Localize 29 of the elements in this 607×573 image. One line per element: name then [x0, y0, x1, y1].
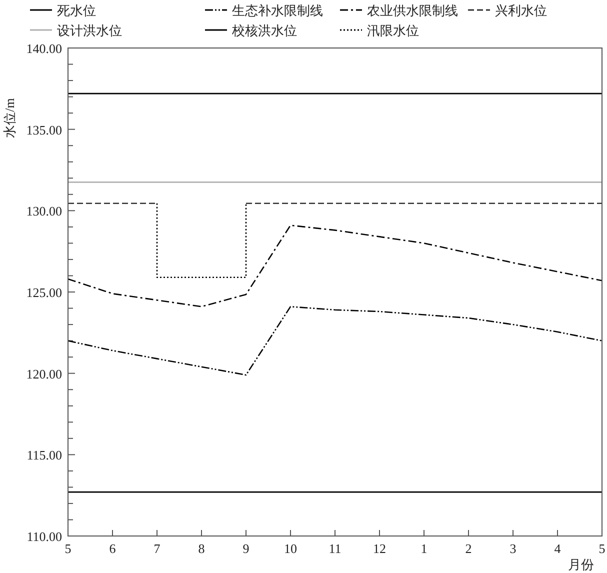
- y-tick-label: 135.00: [26, 122, 62, 138]
- legend-label: 校核洪水位: [231, 23, 297, 38]
- legend-label: 兴利水位: [495, 3, 547, 18]
- legend-label: 死水位: [57, 3, 96, 18]
- x-tick-label: 5: [64, 541, 72, 556]
- legend-label: 设计洪水位: [57, 23, 122, 38]
- y-tick-label: 120.00: [26, 366, 62, 382]
- x-tick-label: 11: [328, 541, 342, 556]
- x-tick-label: 9: [242, 541, 250, 556]
- y-tick-label: 130.00: [26, 204, 62, 219]
- x-tick-label: 3: [510, 541, 516, 556]
- y-tick-label: 125.00: [26, 285, 62, 300]
- legend-label: 汛限水位: [367, 23, 419, 38]
- x-tick-label: 10: [284, 541, 297, 556]
- legend-label: 农业供水限制线: [367, 3, 458, 18]
- x-tick-label: 7: [154, 541, 161, 556]
- x-tick-label: 6: [109, 541, 116, 556]
- x-tick-label: 1: [420, 541, 428, 556]
- x-tick-label: 12: [373, 541, 386, 556]
- x-tick-label: 2: [465, 541, 472, 556]
- y-tick-label: 140.00: [26, 41, 62, 56]
- x-tick-label: 5: [598, 541, 606, 556]
- x-tick-label: 4: [554, 541, 562, 556]
- y-tick-label: 110.00: [26, 529, 62, 544]
- legend-label: 生态补水限制线: [232, 3, 323, 18]
- y-tick-label: 115.00: [26, 448, 62, 463]
- y-axis-title: 水位/m: [2, 98, 17, 138]
- x-axis-title: 月份: [568, 557, 594, 572]
- x-tick-label: 8: [198, 541, 205, 556]
